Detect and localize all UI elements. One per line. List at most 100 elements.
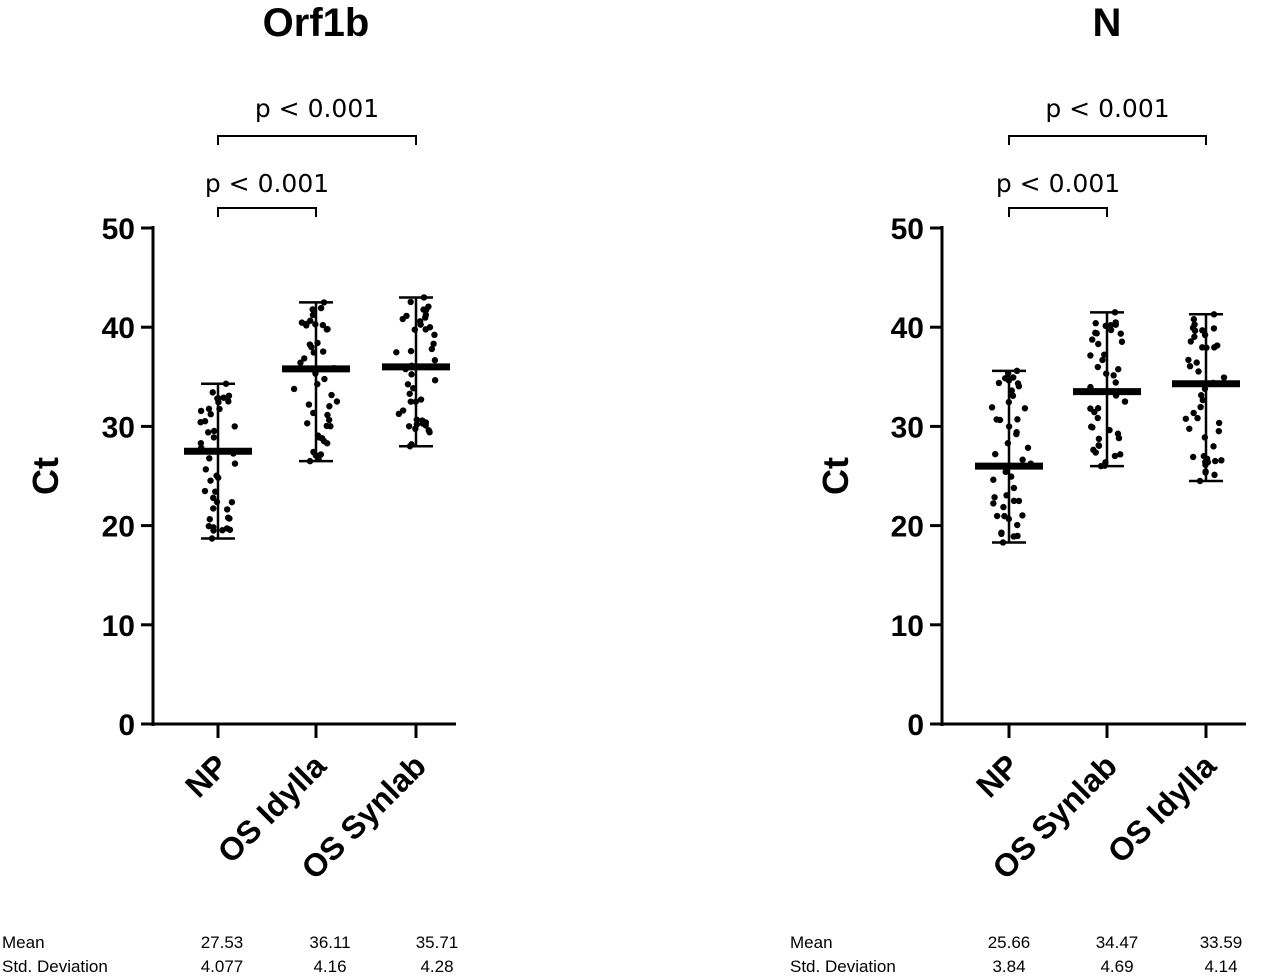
data-point [1115, 366, 1122, 373]
data-point [406, 390, 413, 397]
data-point [1095, 442, 1102, 449]
data-point [1186, 362, 1194, 370]
data-point [1199, 327, 1206, 334]
data-point [1210, 325, 1218, 332]
data-point [228, 498, 236, 506]
data-point [393, 349, 400, 356]
data-point [1000, 503, 1007, 511]
data-point [205, 405, 213, 413]
data-point [431, 331, 438, 339]
data-point [1112, 319, 1119, 326]
data-point [324, 411, 331, 419]
data-point [1009, 392, 1017, 399]
data-point [1094, 414, 1101, 422]
y-tick-label: 30 [102, 411, 135, 444]
data-point [206, 516, 213, 523]
data-point [993, 416, 1000, 423]
data-point [1014, 521, 1021, 529]
y-tick-label: 10 [891, 610, 924, 643]
data-point [1099, 356, 1106, 364]
data-point [210, 505, 217, 512]
data-point [1090, 446, 1097, 454]
data-point [417, 396, 425, 403]
data-point [1211, 471, 1218, 479]
data-point [1015, 497, 1023, 505]
data-point [333, 398, 341, 405]
data-point [1002, 468, 1009, 476]
data-point [1013, 429, 1020, 436]
data-point [1193, 359, 1200, 366]
data-point [998, 529, 1005, 536]
data-point [223, 506, 231, 513]
data-point [405, 423, 413, 430]
data-point [1107, 326, 1115, 334]
data-point [1197, 392, 1205, 399]
y-tick-label: 40 [102, 312, 135, 345]
data-point [403, 312, 410, 320]
data-point [303, 320, 310, 328]
data-point [995, 379, 1003, 387]
data-point [309, 306, 316, 313]
data-point [1211, 457, 1219, 465]
stats-sd-value: 3.84 [992, 957, 1025, 976]
data-point [408, 371, 415, 378]
y-tick-label: 50 [102, 213, 135, 246]
data-point [1095, 340, 1102, 348]
stats-row-label-sd: Std. Deviation [2, 957, 108, 976]
data-point [301, 355, 308, 362]
significance-bracket [217, 207, 317, 217]
chart-title: N [1093, 1, 1122, 45]
data-point [395, 410, 403, 418]
y-tick-label: 40 [891, 312, 924, 345]
data-point [1092, 320, 1099, 327]
data-point [423, 306, 430, 313]
data-point [290, 385, 298, 393]
data-point [428, 345, 436, 353]
y-tick-label: 0 [907, 709, 924, 742]
stats-row-label-sd: Std. Deviation [790, 957, 896, 976]
data-point [988, 404, 996, 411]
data-point [1190, 316, 1198, 323]
stats-mean-value: 27.53 [201, 933, 244, 952]
data-point [991, 494, 998, 501]
stats-sd-value: 4.14 [1204, 957, 1237, 976]
data-point [1019, 512, 1026, 519]
data-point [1021, 405, 1029, 412]
data-point [226, 515, 233, 522]
data-point [1111, 452, 1119, 460]
data-point [417, 321, 424, 328]
data-point [1189, 453, 1197, 461]
data-point [319, 321, 327, 329]
data-point [323, 440, 331, 447]
data-point [431, 377, 439, 384]
data-point [1117, 330, 1124, 337]
data-point [1118, 338, 1126, 345]
data-point [422, 326, 429, 333]
data-point [317, 451, 325, 458]
y-tick-label: 20 [891, 511, 924, 544]
data-point [202, 466, 210, 473]
data-point [1087, 405, 1094, 412]
significance-bracket [217, 135, 417, 145]
data-point [324, 325, 331, 333]
data-point [1198, 344, 1206, 351]
data-point [407, 347, 415, 355]
stats-row-label-mean: Mean [790, 933, 833, 952]
y-tick-label: 20 [102, 511, 135, 544]
y-tick-label: 10 [102, 610, 135, 643]
data-point [231, 423, 238, 430]
stats-mean-value: 33.59 [1200, 933, 1243, 952]
data-point [220, 394, 227, 401]
x-category-label: NP [178, 747, 235, 804]
data-point [990, 476, 997, 483]
data-point [197, 407, 205, 415]
data-point [1186, 425, 1193, 432]
data-point [318, 435, 326, 442]
data-point [1107, 322, 1114, 329]
data-point [305, 401, 313, 408]
data-point [323, 422, 330, 430]
data-point [1010, 484, 1018, 492]
data-point [1117, 451, 1124, 458]
p-value-label: p < 0.001 [1045, 94, 1169, 123]
